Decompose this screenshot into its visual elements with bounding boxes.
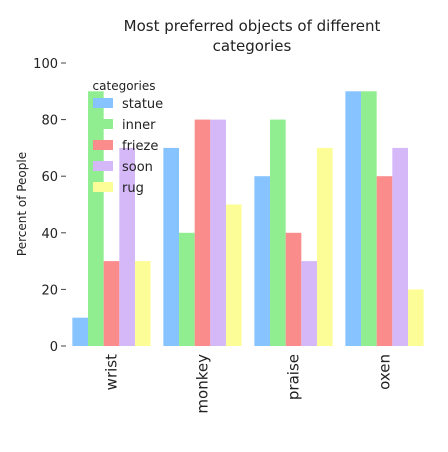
legend-label-soon: soon — [122, 160, 153, 175]
bar-monkey-soon — [210, 119, 226, 346]
y-axis-ticks: 0 20 40 60 80 100 — [33, 57, 66, 355]
bar-wrist-statue — [72, 317, 89, 346]
bar-praise-inner — [270, 119, 286, 346]
bar-praise-statue — [254, 176, 271, 346]
legend-label-frieze: frieze — [122, 139, 158, 154]
bar-oxen-inner — [361, 91, 377, 346]
y-tick-label: 80 — [41, 114, 58, 129]
y-tick-label: 60 — [41, 170, 58, 185]
x-axis-ticks: wrist monkey praise oxen — [103, 354, 394, 414]
legend-label-inner: inner — [122, 118, 156, 133]
bar-monkey-statue — [163, 147, 180, 346]
bars-group — [72, 91, 424, 346]
bar-oxen-soon — [392, 147, 408, 346]
legend-swatch-frieze — [93, 140, 113, 150]
bar-oxen-statue — [345, 91, 362, 346]
bar-wrist-inner — [88, 91, 104, 346]
bar-oxen-rug — [407, 289, 424, 346]
legend-label-statue: statue — [122, 97, 163, 112]
legend-swatch-statue — [93, 98, 113, 108]
legend-title: categories — [93, 79, 156, 93]
y-tick-label: 100 — [33, 57, 58, 72]
y-tick-label: 40 — [41, 227, 58, 242]
legend-swatch-inner — [93, 119, 113, 129]
x-tick-label-oxen: oxen — [376, 354, 394, 390]
y-tick-label: 0 — [50, 340, 58, 355]
legend-label-rug: rug — [122, 181, 144, 196]
bar-praise-frieze — [285, 232, 302, 346]
chart-title-line-2: categories — [213, 37, 292, 55]
bar-monkey-rug — [225, 204, 242, 346]
bar-wrist-rug — [134, 261, 151, 346]
bar-praise-rug — [316, 147, 333, 346]
bar-wrist-soon — [119, 147, 135, 346]
bar-monkey-frieze — [194, 119, 211, 346]
legend: categories statue inner frieze soon rug — [93, 79, 164, 196]
legend-swatch-rug — [93, 182, 113, 192]
y-axis-label: Percent of People — [15, 152, 29, 256]
legend-swatch-soon — [93, 161, 113, 171]
bar-monkey-inner — [179, 232, 195, 346]
x-tick-label-wrist: wrist — [103, 354, 121, 390]
bar-oxen-frieze — [376, 176, 393, 346]
chart-title-line-1: Most preferred objects of different — [124, 17, 381, 35]
y-tick-label: 20 — [41, 283, 58, 298]
x-tick-label-monkey: monkey — [194, 354, 212, 414]
bar-wrist-frieze — [103, 261, 120, 346]
x-tick-label-praise: praise — [285, 354, 303, 400]
bar-praise-soon — [301, 261, 317, 346]
